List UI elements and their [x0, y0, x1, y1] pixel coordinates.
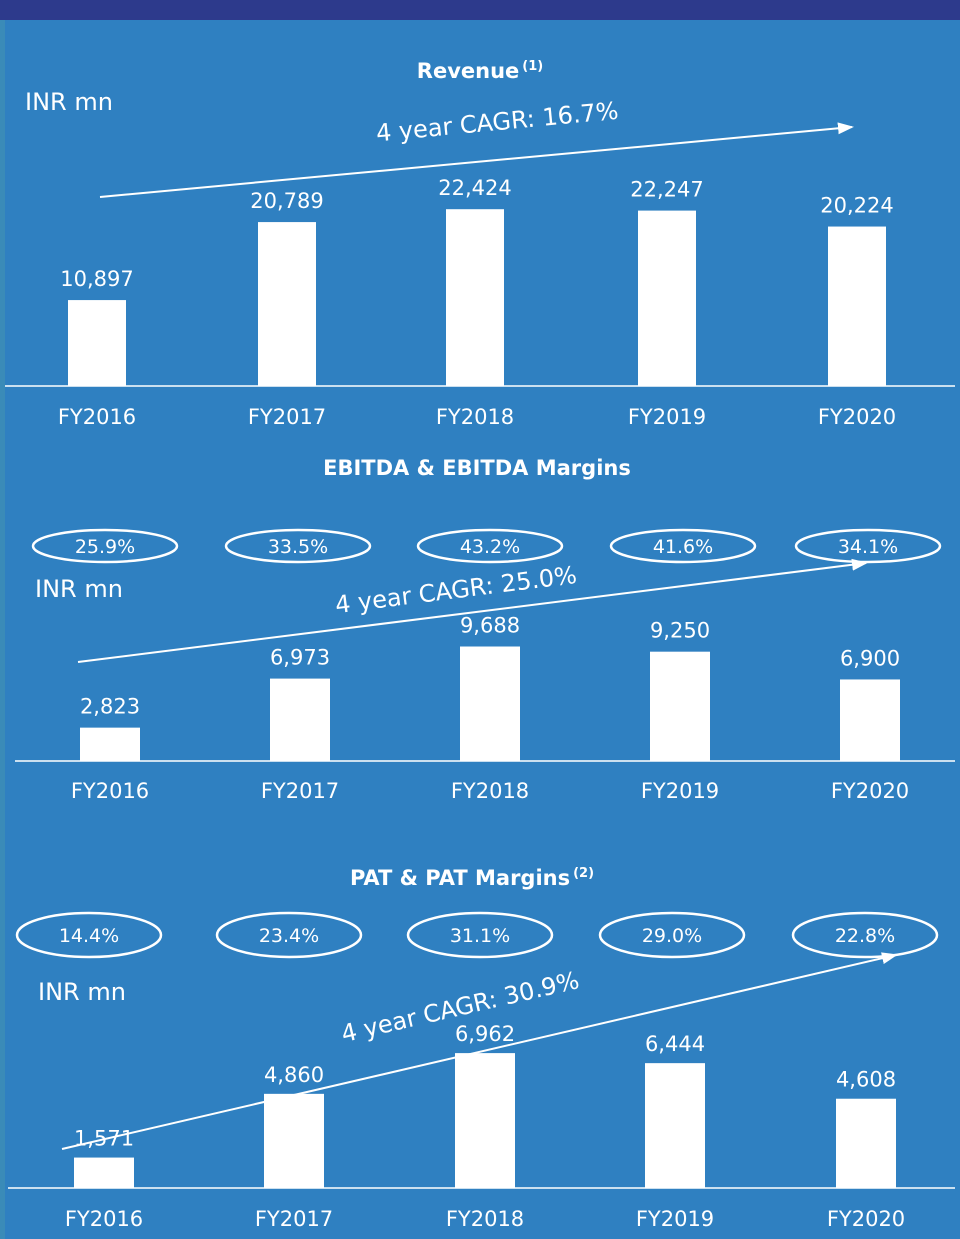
chart-3-title: PAT & PAT Margins (2): [350, 866, 594, 890]
chart-3-margin-label: 22.8%: [835, 925, 895, 947]
chart-1-category-label: FY2020: [818, 405, 896, 429]
chart-1-title-superscript: (1): [522, 59, 543, 74]
chart-1-title: Revenue (1): [417, 59, 543, 83]
chart-2-margin-oval: [609, 528, 757, 564]
chart-3-unit-label: INR mn: [38, 978, 126, 1006]
chart-2-category-label: FY2016: [71, 779, 149, 803]
chart-3-category-label: FY2016: [65, 1207, 143, 1231]
chart-3-title-superscript: (2): [573, 866, 594, 881]
left-edge-stripe: [0, 20, 5, 1239]
chart-3-margin-oval: [598, 911, 746, 959]
chart-3-margin-label: 29.0%: [642, 925, 702, 947]
chart-2-bar: [460, 646, 520, 761]
chart-3-margin-oval: [406, 911, 554, 959]
chart-2-unit-label: INR mn: [35, 575, 123, 603]
chart-1-category-label: FY2018: [436, 405, 514, 429]
chart-1-category-label: FY2016: [58, 405, 136, 429]
chart-3-bar: [74, 1157, 134, 1188]
chart-2-bar: [840, 679, 900, 761]
chart-2-margin-oval: [794, 528, 942, 564]
chart-1-value-label: 22,424: [438, 176, 511, 200]
top-bar: [0, 0, 960, 20]
chart-3-margin-label: 14.4%: [59, 925, 119, 947]
chart-1-category-label: FY2019: [628, 405, 706, 429]
chart-3-value-label: 6,962: [455, 1022, 515, 1046]
chart-2-margin-label: 34.1%: [838, 536, 898, 558]
chart-2-cagr-arrow: [77, 558, 868, 663]
chart-2-margin-oval: [224, 528, 372, 564]
chart-3-margin-oval: [215, 911, 363, 959]
chart-2-value-label: 9,250: [650, 619, 710, 643]
chart-2-margin-oval: [416, 528, 564, 564]
chart-3-category-label: FY2018: [446, 1207, 524, 1231]
chart-1-value-label: 22,247: [630, 178, 703, 202]
chart-2-category-label: FY2019: [641, 779, 719, 803]
chart-3-bar: [645, 1063, 705, 1188]
chart-3-category-label: FY2019: [636, 1207, 714, 1231]
chart-1-category-label: FY2017: [248, 405, 326, 429]
chart-1-value-label: 10,897: [60, 267, 133, 291]
chart-1-cagr-arrow: [99, 122, 854, 198]
chart-1-bar: [258, 222, 316, 386]
chart-3-margin-oval: [15, 911, 163, 959]
chart-1-bar: [446, 209, 504, 386]
chart-2-value-label: 2,823: [80, 695, 140, 719]
chart-2-bar: [80, 727, 140, 761]
chart-3-bar: [455, 1053, 515, 1188]
chart-2-category-label: FY2017: [261, 779, 339, 803]
chart-1-unit-label: INR mn: [25, 88, 113, 116]
chart-1-value-label: 20,789: [250, 189, 323, 213]
chart-3-bar: [836, 1098, 896, 1188]
chart-3-margin-oval: [791, 911, 939, 959]
chart-3-category-label: FY2020: [827, 1207, 905, 1231]
chart-2-value-label: 6,973: [270, 646, 330, 670]
chart-3-margin-label: 31.1%: [450, 925, 510, 947]
chart-3-value-label: 4,608: [836, 1068, 896, 1092]
chart-1-bar: [68, 300, 126, 386]
chart-2-margin-label: 33.5%: [268, 536, 328, 558]
chart-2-title: EBITDA & EBITDA Margins: [323, 456, 631, 480]
chart-3-margin-label: 23.4%: [259, 925, 319, 947]
chart-2-margin-label: 25.9%: [75, 536, 135, 558]
chart-3-cagr-arrow: [61, 952, 898, 1150]
chart-3-category-label: FY2017: [255, 1207, 333, 1231]
chart-2-cagr-annotation: 4 year CAGR: 25.0%: [334, 561, 579, 619]
chart-2-margin-label: 41.6%: [653, 536, 713, 558]
chart-2-category-label: FY2018: [451, 779, 529, 803]
chart-2-value-label: 6,900: [840, 646, 900, 670]
chart-1-value-label: 20,224: [820, 194, 893, 218]
chart-3-bar: [264, 1093, 324, 1188]
chart-2-margin-label: 43.2%: [460, 536, 520, 558]
chart-2-category-label: FY2020: [831, 779, 909, 803]
chart-3-value-label: 6,444: [645, 1032, 705, 1056]
chart-2-margin-oval: [31, 528, 179, 564]
chart-1-bar: [638, 210, 696, 386]
chart-1-bar: [828, 226, 886, 386]
chart-2-bar: [270, 678, 330, 761]
chart-2-bar: [650, 651, 710, 761]
chart-2-value-label: 9,688: [460, 614, 520, 638]
chart-1-cagr-annotation: 4 year CAGR: 16.7%: [375, 97, 620, 148]
chart-3-value-label: 4,860: [264, 1063, 324, 1087]
